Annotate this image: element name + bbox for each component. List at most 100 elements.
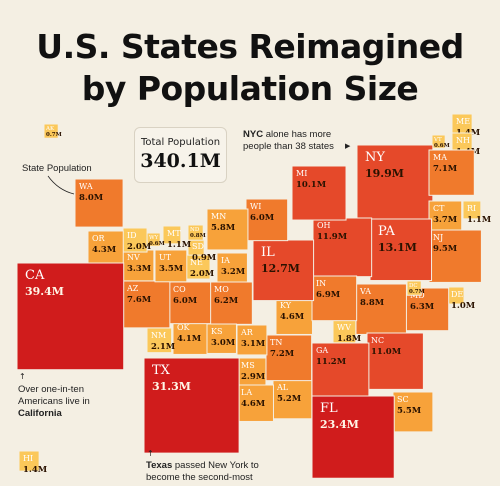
state-abbr-ar: AR	[240, 328, 254, 337]
state-rect-nc	[366, 332, 424, 390]
state-value-tn: 7.2M	[270, 349, 295, 359]
total-population-box: Total Population 340.1M	[134, 127, 227, 183]
state-value-de: 1.0M	[451, 301, 476, 311]
state-value-ut: 3.5M	[159, 264, 184, 274]
state-abbr-nj: NJ	[433, 233, 443, 242]
state-rect-fl	[311, 395, 395, 479]
state-population-annotation: State Population	[22, 163, 92, 174]
state-value-ma: 7.1M	[433, 164, 458, 174]
state-abbr-hi: HI	[23, 454, 33, 463]
state-value-va: 8.8M	[360, 298, 385, 308]
state-tile-ak: AK0.7M	[43, 123, 62, 139]
state-value-sd: 0.9M	[192, 253, 217, 263]
state-tile-ks: KS 3.0M	[206, 323, 237, 354]
total-population-label: Total Population	[140, 137, 221, 148]
state-abbr-tx: TX	[152, 363, 171, 378]
state-tile-id: ID 2.0M	[122, 227, 152, 253]
state-rect-wi	[245, 198, 289, 242]
state-value-al: 5.2M	[277, 394, 302, 404]
state-rect-nm	[146, 327, 173, 354]
state-tile-ms: MS 2.9M	[236, 357, 267, 388]
state-abbr-va: VA	[359, 287, 371, 296]
state-rect-id	[122, 227, 148, 253]
state-rect-il	[252, 239, 315, 302]
state-value-ia: 3.2M	[221, 267, 246, 277]
arrow-up-icon: ↑	[19, 372, 26, 381]
state-rect-ri	[462, 200, 482, 220]
state-rect-vt	[431, 134, 446, 149]
state-value-oh: 11.9M	[317, 232, 348, 242]
state-abbr-az: AZ	[126, 284, 139, 293]
state-tile-tn: TN 7.2M	[265, 334, 313, 382]
state-value-tx: 31.3M	[152, 380, 191, 393]
state-rect-dc	[406, 280, 422, 296]
state-tile-vt: VT0.6M	[431, 134, 450, 149]
state-abbr-in: IN	[316, 279, 326, 288]
state-tile-nj: NJ 9.5M	[428, 229, 482, 283]
state-abbr-ok: OK	[177, 323, 191, 332]
state-tile-pa: PA 13.1M	[369, 218, 433, 282]
state-value-ne: 2.0M	[190, 269, 215, 279]
nyc-annotation-text: alone has more people than 38 states	[243, 129, 334, 152]
nyc-annotation-bold: NYC	[243, 129, 264, 140]
state-rect-ca	[16, 262, 125, 371]
state-tile-wa: WA 8.0M	[74, 178, 124, 228]
title-line-1: U.S. States Reimagined	[36, 27, 464, 66]
state-abbr-ga: GA	[316, 346, 328, 355]
state-abbr-ks: KS	[211, 327, 222, 336]
state-tile-ma: MA 7.1M	[428, 149, 475, 196]
state-rect-mn	[206, 208, 249, 251]
state-value-la: 4.6M	[241, 399, 266, 409]
state-abbr-ne: NE	[190, 258, 203, 267]
state-value-hi: 1.4M	[23, 465, 48, 475]
california-annotation: Over one-in-ten Americans live in Califo…	[18, 384, 98, 420]
state-value-ak: 0.7M	[46, 132, 62, 138]
state-rect-ak	[43, 123, 59, 139]
state-abbr-wy: WY	[149, 235, 159, 241]
state-abbr-de: DE	[451, 290, 463, 299]
state-rect-ct	[428, 200, 463, 235]
state-abbr-ak: AK	[45, 126, 55, 132]
state-abbr-ut: UT	[159, 253, 172, 262]
state-rect-nv	[122, 249, 155, 282]
state-tile-sd: SD 0.9M	[187, 238, 217, 263]
state-tile-ne: NE 2.0M	[185, 254, 215, 280]
state-value-nm: 2.1M	[151, 342, 176, 352]
state-abbr-nc: NC	[371, 336, 384, 345]
state-rect-ar	[236, 324, 268, 356]
state-value-nc: 11.0M	[371, 347, 402, 357]
arrow-right-icon: ▶	[345, 142, 351, 150]
state-rect-ia	[216, 252, 248, 284]
california-annotation-text: Over one-in-ten Americans live in	[18, 384, 90, 407]
state-tile-ut: UT 3.5M	[154, 249, 188, 283]
state-rect-co	[168, 281, 212, 325]
state-value-nj: 9.5M	[433, 244, 458, 254]
state-rect-or	[87, 230, 124, 267]
state-value-ct: 3.7M	[433, 215, 458, 225]
texas-annotation-text: passed New York to become the second-mos…	[146, 460, 259, 483]
state-abbr-nv: NV	[127, 253, 140, 262]
state-tile-nm: NM 2.1M	[146, 327, 176, 354]
state-rect-ky	[275, 297, 313, 335]
state-tile-ga: GA 11.2M	[311, 342, 370, 401]
arrow-up-icon: ↑	[147, 449, 154, 458]
state-tile-ok: OK 4.1M	[172, 319, 208, 355]
state-rect-tn	[265, 334, 313, 382]
state-tile-ri: RI 1.1M	[462, 200, 492, 225]
state-abbr-ma: MA	[433, 153, 447, 162]
nyc-annotation: NYC alone has more people than 38 states	[243, 129, 355, 153]
texas-annotation: Texas passed New York to become the seco…	[146, 460, 286, 484]
state-value-ga: 11.2M	[316, 357, 347, 367]
state-value-ms: 2.9M	[241, 372, 266, 382]
state-value-ny: 19.9M	[365, 167, 404, 180]
state-value-wv: 1.8M	[337, 334, 362, 344]
state-abbr-wv: WV	[337, 323, 351, 332]
state-tile-ny: NY 19.9M	[356, 144, 434, 222]
state-tile-nd: ND0.8M	[187, 224, 206, 241]
state-value-ky: 4.6M	[280, 312, 305, 322]
california-annotation-bold: California	[18, 408, 62, 419]
state-abbr-me: ME	[456, 117, 470, 126]
state-value-mt: 1.1M	[167, 240, 192, 250]
state-tile-mn: MN 5.8M	[206, 208, 249, 251]
state-tile-ia: IA 3.2M	[216, 252, 248, 284]
